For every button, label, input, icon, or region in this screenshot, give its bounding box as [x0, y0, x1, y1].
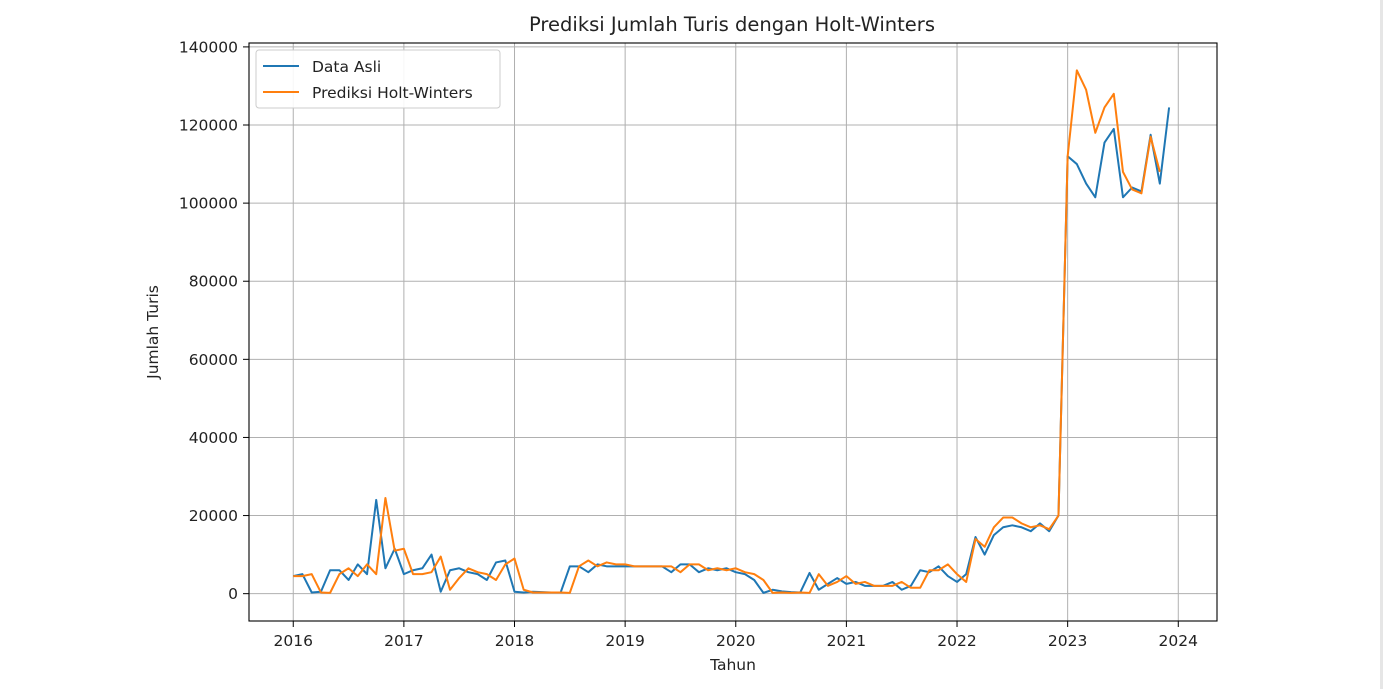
- y-tick-label: 120000: [179, 117, 238, 135]
- y-tick-label: 0: [228, 585, 238, 603]
- y-tick-label: 80000: [189, 273, 238, 291]
- x-tick-label: 2018: [495, 632, 534, 650]
- chart-title: Prediksi Jumlah Turis dengan Holt-Winter…: [529, 13, 935, 36]
- x-tick-label: 2020: [716, 632, 755, 650]
- y-axis-label: Jumlah Turis: [144, 285, 162, 380]
- legend-label-prediksi: Prediksi Holt-Winters: [312, 84, 473, 102]
- y-tick-label: 20000: [189, 507, 238, 525]
- series-layer: [293, 69, 1171, 594]
- series-line-data-asli: [293, 107, 1171, 594]
- y-tick-label: 60000: [189, 351, 238, 369]
- x-tick-label: 2021: [827, 632, 866, 650]
- scrollbar[interactable]: [1380, 0, 1383, 689]
- x-axis-label: Tahun: [709, 656, 756, 674]
- plot-area-frame: [248, 42, 1218, 622]
- x-tick-label: 2017: [384, 632, 423, 650]
- grid-lines: [249, 43, 1217, 621]
- legend: Data Asli Prediksi Holt-Winters: [255, 49, 501, 109]
- x-tick-label: 2024: [1159, 632, 1198, 650]
- x-tick-label: 2019: [605, 632, 644, 650]
- x-tick-label: 2016: [274, 632, 313, 650]
- series-line-prediksi-holt-winters: [293, 69, 1161, 594]
- y-tick-label: 40000: [189, 429, 238, 447]
- legend-label-data-asli: Data Asli: [312, 58, 381, 76]
- legend-box: [255, 49, 501, 109]
- y-tick-label: 100000: [179, 195, 238, 213]
- y-axis-ticks: 0 20000 40000 60000 80000 100000 120000 140000: [179, 38, 249, 603]
- x-tick-label: 2022: [937, 632, 976, 650]
- x-axis-ticks: 2016 2017 2018 2019 2020 2021 2022 2023 2024: [274, 621, 1198, 650]
- y-tick-label: 140000: [179, 38, 238, 56]
- x-tick-label: 2023: [1048, 632, 1087, 650]
